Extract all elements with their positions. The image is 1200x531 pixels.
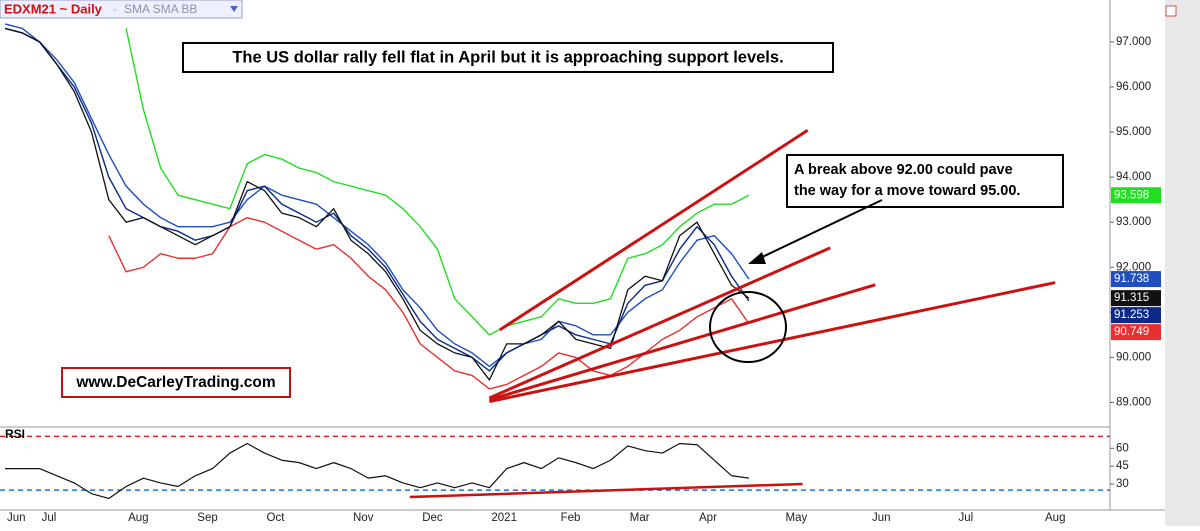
callout-box xyxy=(786,154,1064,208)
y-tick-label: 60 xyxy=(1116,442,1129,454)
trendline xyxy=(498,128,809,332)
y-tick-label: 95.000 xyxy=(1116,126,1151,138)
trendline xyxy=(409,482,803,499)
y-tick-label: 93.000 xyxy=(1116,216,1151,228)
rsi-title: RSI xyxy=(5,427,25,441)
x-tick-label: Jul xyxy=(42,512,57,524)
x-tick-label: Sep xyxy=(197,512,217,524)
x-tick-label: Oct xyxy=(267,512,286,524)
headline-box xyxy=(182,42,834,73)
price-label-box xyxy=(1111,290,1161,307)
y-tick-label: 94.000 xyxy=(1116,171,1151,183)
trendline xyxy=(488,283,876,402)
x-tick-label: Jun xyxy=(7,512,26,524)
price-label-box xyxy=(1111,307,1161,324)
price-label: 93.598 xyxy=(1114,189,1149,201)
series-line xyxy=(4,27,750,372)
series-line xyxy=(4,27,750,381)
x-tick-label: Jul xyxy=(959,512,974,524)
x-tick-label: 2021 xyxy=(491,512,517,524)
side-button[interactable] xyxy=(1165,5,1177,17)
y-tick-label: 45 xyxy=(1116,460,1129,472)
x-tick-label: Aug xyxy=(1045,512,1065,524)
arrow-head xyxy=(748,252,766,264)
callout-line: A break above 92.00 could pave xyxy=(794,162,1013,178)
series-line xyxy=(4,23,750,368)
price-label: 90.749 xyxy=(1114,326,1149,338)
symbol-title: EDXM21 ~ Daily xyxy=(4,1,103,16)
y-tick-label: 90.000 xyxy=(1116,351,1151,363)
website: www.DeCarleyTrading.com xyxy=(75,374,275,391)
series-line xyxy=(5,442,749,500)
y-tick-label: 96.000 xyxy=(1116,81,1151,93)
price-label-box xyxy=(1111,324,1161,341)
indicator-list: SMA SMA BB xyxy=(124,2,197,16)
price-label: 91.315 xyxy=(1114,292,1149,304)
x-tick-label: Mar xyxy=(630,512,650,524)
x-tick-label: Dec xyxy=(422,512,443,524)
y-tick-label: 97.000 xyxy=(1116,36,1151,48)
x-tick-label: Apr xyxy=(699,512,717,524)
dropdown-arrow[interactable] xyxy=(230,6,238,12)
callout-line: the way for a move toward 95.00. xyxy=(794,183,1020,199)
series-line xyxy=(125,28,750,336)
highlight-circle xyxy=(709,291,787,363)
x-tick-label: Feb xyxy=(561,512,581,524)
title-bar[interactable] xyxy=(0,0,243,19)
x-tick-label: May xyxy=(786,512,808,524)
price-label: 91.738 xyxy=(1114,273,1149,285)
price-label: 91.253 xyxy=(1114,309,1149,321)
x-tick-label: Nov xyxy=(353,512,374,524)
dash: - xyxy=(113,2,117,16)
y-tick-label: 30 xyxy=(1116,478,1129,490)
y-tick-label: 89.000 xyxy=(1116,396,1151,408)
headline: The US dollar rally fell flat in April b… xyxy=(232,48,783,66)
price-label-box xyxy=(1111,187,1161,204)
price-label-box xyxy=(1111,271,1161,288)
trendline xyxy=(489,281,1056,404)
side-strip xyxy=(1165,0,1200,526)
callout-arrow xyxy=(757,199,883,260)
trendline xyxy=(488,246,831,400)
website-box xyxy=(61,367,291,398)
plot-area xyxy=(0,23,1110,500)
x-tick-label: Aug xyxy=(128,512,148,524)
x-tick-label: Jun xyxy=(872,512,891,524)
y-tick-label: 92.000 xyxy=(1116,261,1151,273)
